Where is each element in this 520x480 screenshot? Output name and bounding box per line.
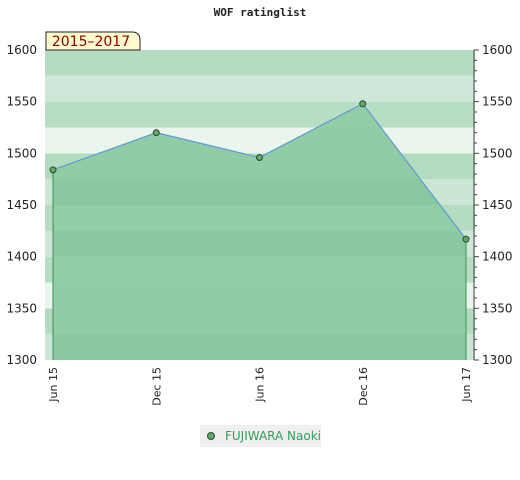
y-tick-label-right: 1350 — [482, 301, 513, 315]
area-band — [53, 179, 466, 205]
data-point — [359, 100, 367, 108]
y-tick-label-right: 1400 — [482, 250, 513, 264]
x-tick-label: Dec 15 — [150, 367, 163, 406]
y-tick-label-right: 1600 — [482, 43, 513, 57]
data-point — [49, 166, 57, 174]
y-tick-label-left: 1550 — [6, 95, 37, 109]
y-tick-label-left: 1450 — [6, 198, 37, 212]
series-layer — [49, 100, 470, 360]
period-badge: 2015–2017 — [45, 31, 141, 51]
area-layer — [53, 103, 466, 360]
left-y-axis: 1300 1350 1400 1450 1500 1550 1600 — [6, 43, 37, 367]
chart-title: WOF ratinglist — [214, 6, 307, 19]
area-band — [53, 230, 466, 257]
y-tick-label-right: 1450 — [482, 198, 513, 212]
legend-marker — [207, 432, 215, 440]
data-point — [152, 129, 160, 137]
area-band — [53, 334, 466, 360]
y-tick-label-right: 1500 — [482, 146, 513, 160]
x-axis: Jun 15 Dec 15 Jun 16 Dec 16 Jun 17 — [47, 367, 473, 406]
background-band — [45, 101, 475, 128]
y-tick-label-left: 1350 — [6, 301, 37, 315]
x-tick-label: Jun 17 — [460, 367, 473, 403]
legend[interactable]: FUJIWARA Naoki — [200, 425, 321, 447]
background-band — [45, 50, 475, 76]
area-band — [53, 308, 466, 335]
y-tick-label-right: 1300 — [482, 353, 513, 367]
y-tick-label-right: 1550 — [482, 95, 513, 109]
legend-label: FUJIWARA Naoki — [225, 429, 321, 443]
area-band — [53, 205, 466, 231]
period-badge-label: 2015–2017 — [52, 34, 130, 50]
y-tick-label-left: 1300 — [6, 353, 37, 367]
area-band — [53, 256, 466, 283]
y-tick-label-left: 1400 — [6, 250, 37, 264]
right-y-axis: 1300 1350 1400 1450 1500 1550 1600 — [473, 43, 513, 367]
x-tick-label: Dec 16 — [357, 367, 370, 406]
y-tick-label-left: 1600 — [6, 43, 37, 57]
background-band — [45, 75, 475, 102]
x-tick-label: Jun 15 — [47, 367, 60, 403]
x-tick-label: Jun 16 — [254, 367, 267, 403]
series-area — [53, 103, 466, 360]
data-point — [462, 235, 470, 243]
legend-box — [200, 425, 321, 447]
data-point — [256, 153, 263, 161]
area-band — [53, 282, 466, 309]
y-tick-label-left: 1500 — [6, 146, 37, 160]
